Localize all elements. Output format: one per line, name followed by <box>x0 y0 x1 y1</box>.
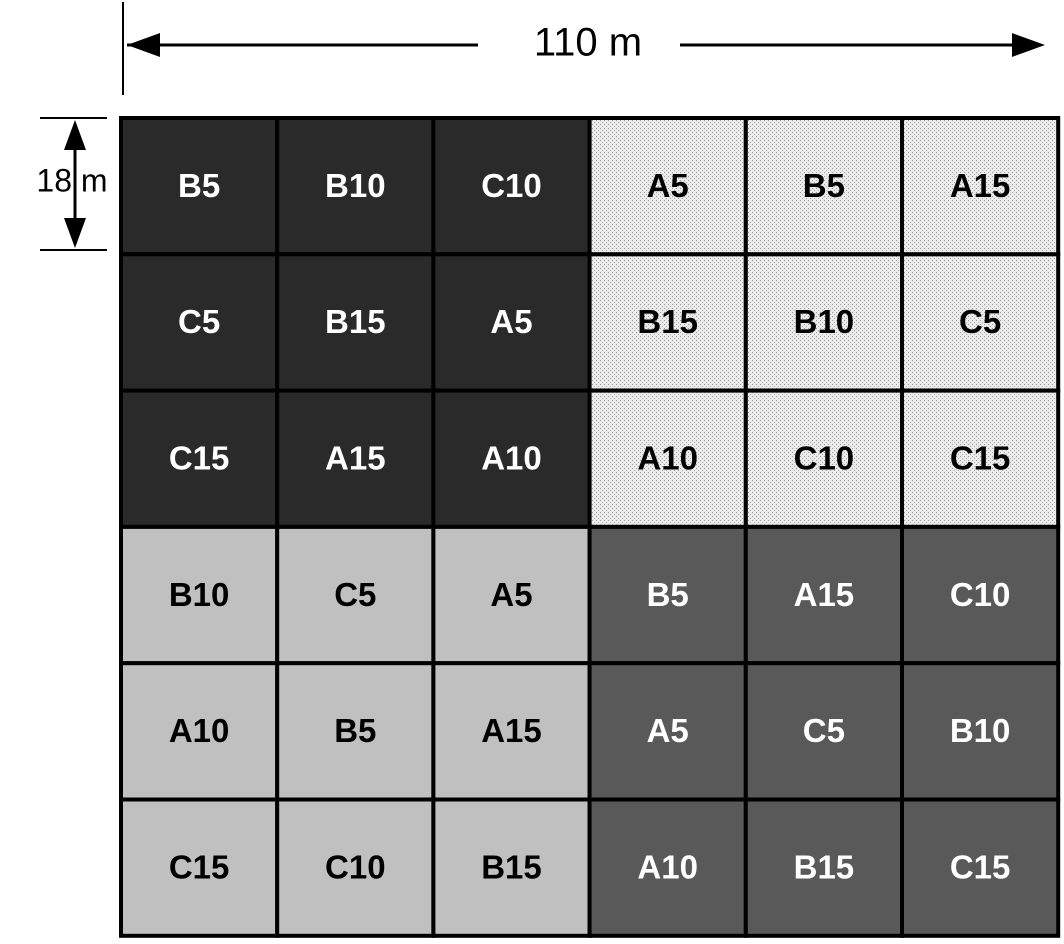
plot-cell <box>900 797 1061 938</box>
plot-cell <box>900 116 1061 257</box>
plot-cell <box>119 797 280 938</box>
plot-label: A5 <box>490 576 532 613</box>
plot-cell <box>743 388 904 529</box>
plot-cell <box>900 388 1061 529</box>
arrowhead <box>64 218 86 248</box>
plot-label: A15 <box>325 439 386 476</box>
plot-label: A10 <box>637 439 698 476</box>
arrowhead <box>64 120 86 150</box>
plot-label: B5 <box>334 712 376 749</box>
height-label: 18 m <box>36 162 107 198</box>
plot-cell <box>119 388 280 529</box>
plot-label: B15 <box>637 303 698 340</box>
plot-label: C15 <box>169 439 230 476</box>
plot-label: C10 <box>950 576 1011 613</box>
plot-label: C5 <box>959 303 1001 340</box>
plot-label: C15 <box>950 848 1011 885</box>
plot-cell <box>743 116 904 257</box>
plot-cell <box>900 252 1061 393</box>
height-dimension: 18 m <box>36 117 108 251</box>
width-label: 110 m <box>534 21 642 65</box>
arrowhead <box>127 33 160 57</box>
plot-cell <box>587 661 748 802</box>
plot-label: A15 <box>481 712 542 749</box>
plot-label: C5 <box>178 303 220 340</box>
plot-label: A5 <box>647 712 689 749</box>
plot-label: A5 <box>647 167 689 204</box>
plot-cell <box>431 797 592 938</box>
plot-label: B10 <box>950 712 1011 749</box>
plot-label: C5 <box>334 576 376 613</box>
plot-label: C10 <box>325 848 386 885</box>
width-dimension: 110 m <box>122 2 1045 95</box>
plot-label: B5 <box>803 167 845 204</box>
plot-label: C10 <box>481 167 542 204</box>
plot-label: C5 <box>803 712 845 749</box>
plot-label: B5 <box>647 576 689 613</box>
plot-label: B15 <box>481 848 542 885</box>
plot-cell <box>900 661 1061 802</box>
plot-label: B10 <box>169 576 230 613</box>
plot-cell <box>275 388 436 529</box>
plot-cell <box>275 252 436 393</box>
plot-label: B5 <box>178 167 220 204</box>
plot-cell <box>119 252 280 393</box>
plot-label: B10 <box>794 303 855 340</box>
plot-label: A15 <box>794 576 855 613</box>
plot-label: A10 <box>481 439 542 476</box>
arrowhead <box>1012 33 1045 57</box>
plot-label: A5 <box>490 303 532 340</box>
plot-grid: B5 B10 C10 A5 B5 A15 C5 B15 A5 B15 B10 C5 C15 A15 A10 A… <box>119 116 1061 938</box>
plot-label: A10 <box>169 712 230 749</box>
plot-cell <box>587 252 748 393</box>
plot-label: A15 <box>950 167 1011 204</box>
plot-label: C15 <box>950 439 1011 476</box>
plot-cell <box>743 524 904 666</box>
plot-cell <box>275 661 436 802</box>
plot-label: B15 <box>325 303 386 340</box>
plot-label: C10 <box>794 439 855 476</box>
plot-label: C15 <box>169 848 230 885</box>
plot-label: B15 <box>794 848 855 885</box>
plot-cell <box>900 524 1061 666</box>
plot-cell <box>431 661 592 802</box>
plot-cell <box>743 797 904 938</box>
plot-cell <box>275 797 436 938</box>
plot-label: B10 <box>325 167 386 204</box>
plot-label: A10 <box>637 848 698 885</box>
